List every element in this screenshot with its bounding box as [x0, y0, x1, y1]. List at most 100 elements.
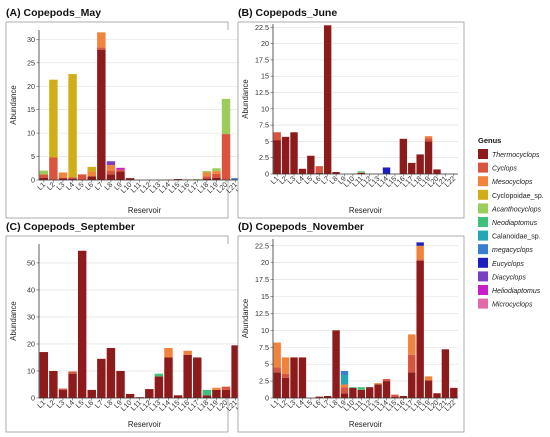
y-tick-label: 10: [261, 326, 269, 335]
bar-segment-L9-thermocyclops: [340, 393, 349, 398]
legend-swatch: [478, 244, 488, 255]
bar-segment-L18-mesocyclops: [202, 172, 212, 177]
y-tick-label: 5: [265, 360, 269, 369]
bar-segment-L18-neodiaptomus: [202, 389, 212, 396]
bar-segment-L11-neodiaptomus: [357, 171, 365, 173]
bar-segment-L19-mesocyclops: [212, 387, 221, 390]
bar-segment-L9-heliodiaptomus: [116, 167, 125, 170]
legend-label: Cyclopoidae_sp.: [492, 193, 544, 200]
bar-segment-L1-acanthocyclops: [39, 170, 49, 175]
y-tick-label: 22.5: [255, 23, 269, 32]
bar-segment-L19-thermocyclops: [212, 389, 221, 398]
legend-item-heliodiaptomus: Heliodiaptomus: [478, 285, 541, 295]
bar-segment-L3-mesocyclops: [58, 172, 68, 179]
bar-segment-L1-cyclops: [273, 367, 281, 373]
chart-panel-4: (D) Copepods_November 0 2.5 5 7.5 10 12.5 15 17.…: [237, 221, 465, 433]
bar-segment-L8-diacyclops: [106, 161, 116, 165]
bar-segment-L20-thermocyclops: [433, 393, 441, 398]
bar-segment-L11-thermocyclops: [357, 172, 365, 174]
legend-swatch: [478, 203, 488, 214]
legend-label: Calanoidae_sp.: [492, 234, 541, 241]
bar-segment-L1-thermocyclops: [39, 352, 49, 398]
bar-segment-L3-thermocyclops: [58, 178, 68, 181]
bar-segment-L22-thermocyclops: [450, 387, 458, 398]
bar-segment-L13-mesocyclops: [374, 383, 382, 385]
bar-segment-L20-cyclops: [221, 134, 231, 180]
bar-segment-L9-thermocyclops: [116, 370, 125, 398]
bar-segment-L3-thermocyclops: [58, 389, 68, 398]
bar-segment-L6-thermocyclops: [87, 176, 96, 180]
bar-segment-L9-mesocyclops: [340, 384, 349, 388]
legend-swatch: [478, 230, 488, 241]
bar-segment-L20-thermocyclops: [433, 169, 441, 174]
legend-item-calanoidae-sp-: Calanoidae_sp.: [478, 230, 541, 241]
bar-segment-L2-cyclops: [281, 373, 290, 378]
bar-segment-L1-mesocyclops: [273, 342, 281, 368]
y-tick-label: 30: [27, 312, 35, 321]
y-tick-label: 10: [261, 104, 269, 113]
bar-segment-L7-thermocyclops: [97, 358, 106, 398]
y-axis-title: Abundance: [9, 85, 18, 124]
x-axis-title: Reservoir: [349, 420, 383, 429]
bar-segment-L16-mesocyclops: [183, 350, 192, 355]
y-tick-label: 5: [265, 137, 269, 146]
bar-segment-L3-thermocyclops: [290, 132, 298, 174]
bar-segment-L13-neodiaptomus: [154, 373, 164, 377]
bar-segment-L14-eucyclops: [382, 167, 391, 174]
bar-segment-L7-thermocyclops: [323, 395, 332, 398]
bar-segment-L19-mesocyclops: [424, 136, 433, 139]
bar-segment-L5-cyclops: [77, 174, 87, 181]
legend-swatch: [478, 162, 488, 173]
bar-segment-L21-megacyclops: [231, 178, 240, 181]
bar-segment-L15-thermocyclops: [173, 395, 183, 398]
bar-segment-L13-thermocyclops: [154, 376, 164, 398]
chart-panel-1: (A) Copepods_May051015202530L1L2L3L4L5L6…: [5, 7, 250, 219]
bar-segment-L11-neodiaptomus: [357, 387, 365, 390]
y-tick-label: 0: [265, 170, 269, 179]
y-tick-label: 30: [27, 35, 35, 44]
y-tick-label: 50: [27, 258, 35, 267]
bar-segment-L2-thermocyclops: [281, 377, 290, 398]
y-axis-title: Abundance: [241, 79, 250, 118]
bar-segment-L2-cyclops: [49, 157, 58, 180]
bar-segment-L1-thermocyclops: [39, 177, 49, 180]
y-tick-label: 7.5: [259, 121, 269, 130]
legend-label: Acanthocyclops: [491, 206, 542, 213]
legend-label: Microcyclops: [492, 302, 533, 309]
legend-swatch: [478, 149, 488, 159]
y-tick-label: 20: [27, 82, 35, 91]
bar-segment-L8-thermocyclops: [106, 348, 116, 398]
legend-label: Eucyclops: [492, 261, 524, 268]
bar-segment-L6-cyclopoidae-sp-: [87, 166, 96, 172]
bar-segment-L9-cyclops: [116, 169, 125, 172]
bar-segment-L18-eucyclops: [416, 242, 424, 246]
y-tick-label: 20: [261, 258, 269, 267]
bar-segment-L19-cyclops: [212, 173, 221, 178]
bar-segment-L3-cyclops: [58, 388, 68, 390]
legend-label: Thermocyclops: [492, 152, 540, 159]
bar-segment-L10-thermocyclops: [125, 178, 135, 181]
legend-item-megacyclops: megacyclops: [478, 244, 533, 255]
legend-label: megacyclops: [492, 247, 533, 254]
y-tick-label: 25: [27, 58, 35, 67]
bar-segment-L11-thermocyclops: [135, 397, 144, 398]
bar-segment-L1-cyclops: [273, 132, 281, 141]
legend-label: Heliodiaptomus: [492, 288, 541, 295]
y-tick-label: 2.5: [259, 377, 269, 386]
y-tick-label: 15: [27, 105, 35, 114]
bar-segment-L9-megacyclops: [340, 370, 349, 375]
chart-panel-3: (C) Copepods_September01020304050L1L2L3L…: [5, 221, 250, 433]
bar-segment-L19-thermocyclops: [424, 380, 433, 398]
legend-label: Cyclops: [492, 166, 517, 173]
y-tick-label: 17.5: [255, 55, 269, 64]
y-tick-label: 20: [261, 39, 269, 48]
y-tick-label: 10: [27, 366, 35, 375]
bar-segment-L21-thermocyclops: [441, 349, 450, 398]
bar-segment-L18-thermocyclops: [202, 178, 212, 180]
bar-segment-L18-thermocyclops: [202, 395, 212, 398]
bar-segment-L1-thermocyclops: [273, 140, 281, 174]
legend-item-cyclops: Cyclops: [478, 162, 517, 173]
bar-segment-L2-thermocyclops: [281, 136, 290, 174]
bar-segment-L3-thermocyclops: [290, 357, 298, 398]
legend-swatch: [478, 285, 488, 295]
